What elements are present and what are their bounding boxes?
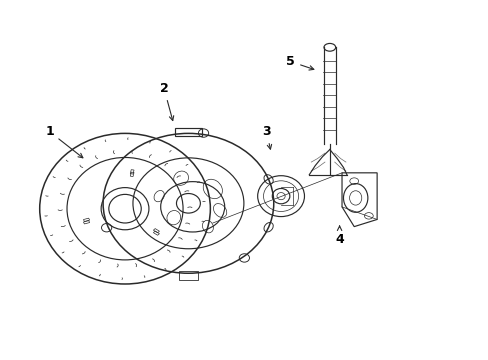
Bar [83, 218, 89, 221]
Text: 3: 3 [262, 125, 271, 149]
Bar [130, 172, 134, 176]
Text: 2: 2 [160, 82, 173, 121]
Bar [83, 221, 89, 224]
Text: 1: 1 [45, 125, 82, 158]
Text: 4: 4 [334, 226, 343, 246]
Bar [130, 170, 134, 174]
Bar [153, 229, 159, 233]
Bar [153, 231, 159, 235]
Text: 5: 5 [286, 55, 313, 70]
